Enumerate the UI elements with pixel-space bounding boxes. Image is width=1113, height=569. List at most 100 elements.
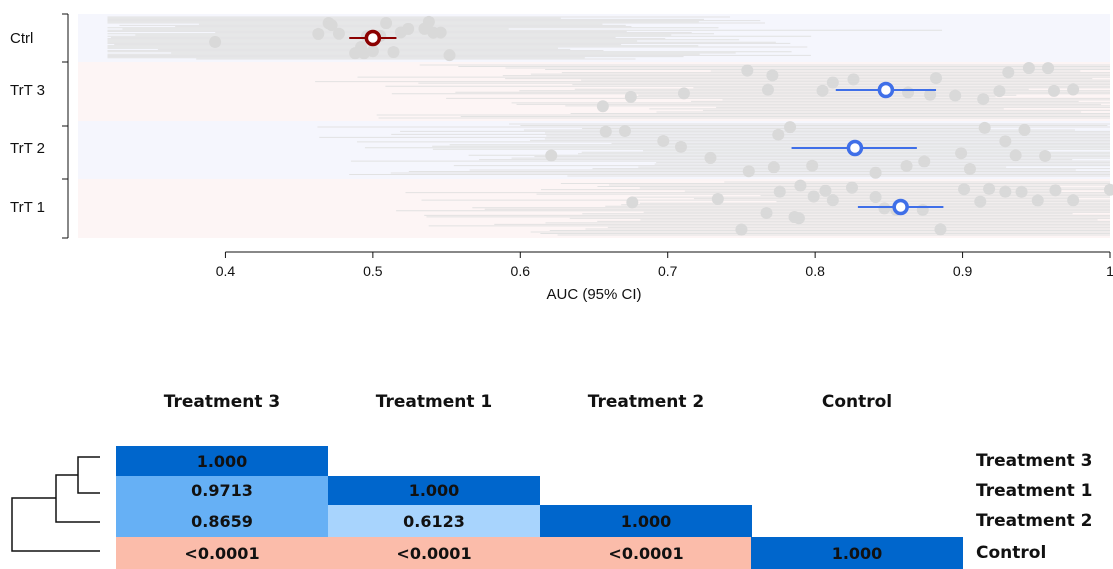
replicate-point [806, 159, 819, 172]
replicate-point [955, 147, 968, 160]
replicate-point [209, 35, 222, 48]
auc-point [846, 139, 864, 157]
replicate-point [978, 121, 991, 134]
replicate-point [626, 196, 639, 209]
replicate-point [934, 223, 947, 236]
replicate-point [1002, 66, 1015, 79]
auc-point [877, 81, 895, 99]
matrix-cell: <0.0001 [540, 537, 752, 569]
x-tick-label: 0.9 [953, 263, 973, 279]
row-header: Treatment 1 [976, 480, 1093, 501]
replicate-point [332, 27, 345, 40]
replicate-point [742, 165, 755, 178]
row-header: Control [976, 543, 1047, 563]
row-label: TrT 2 [10, 140, 45, 157]
dendrogram [11, 456, 100, 552]
row-band [78, 62, 1110, 121]
replicate-point [819, 184, 832, 197]
matrix-cell: 1.000 [540, 505, 752, 537]
replicate-point [1067, 83, 1080, 96]
x-axis-label: AUC (95% CI) [546, 286, 641, 303]
replicate-point [999, 135, 1012, 148]
replicate-point [1031, 194, 1044, 207]
row-header: Treatment 2 [976, 511, 1093, 531]
row-label: Ctrl [10, 30, 33, 47]
replicate-point [366, 45, 379, 58]
replicate-point [1022, 62, 1035, 75]
matrix-cell: <0.0001 [328, 537, 540, 569]
auc-point [364, 29, 382, 47]
replicate-point [826, 76, 839, 89]
replicate-point [924, 88, 937, 101]
replicate-point [963, 163, 976, 176]
replicate-point [807, 190, 820, 203]
replicate-point [772, 128, 785, 141]
replicate-point [918, 155, 931, 168]
replicate-point [1015, 185, 1028, 198]
matrix-cell: 1.000 [116, 446, 328, 476]
row-band [78, 121, 1110, 179]
matrix-cell: 1.000 [328, 476, 540, 505]
replicate-point [846, 181, 858, 194]
column-header: Treatment 3 [163, 392, 281, 412]
auc-forest-plot: Ctrl TrT 3 TrT 2 TrT 1 0.4 0.5 0.6 0.7 0.8 0.9 1 AU… [10, 13, 1113, 303]
replicate-point [402, 22, 415, 35]
matrix-cell: 0.8659 [116, 505, 328, 537]
replicate-point [760, 206, 773, 219]
replicate-point [312, 27, 325, 40]
x-tick-label: 0.7 [658, 263, 678, 279]
replicate-point [624, 90, 637, 103]
replicate-point [704, 151, 717, 164]
replicate-point [387, 45, 400, 58]
replicate-point [434, 26, 447, 39]
row-header: Treatment 3 [976, 451, 1093, 471]
x-tick-label: 0.4 [216, 263, 236, 279]
replicate-point [674, 140, 687, 153]
x-tick-label: 0.8 [805, 263, 825, 279]
replicate-point [930, 72, 943, 85]
replicate-point [773, 185, 786, 198]
replicate-point [443, 49, 456, 62]
column-header: Treatment 2 [587, 392, 705, 412]
replicate-point [949, 89, 962, 102]
replicate-point [422, 15, 435, 28]
replicate-point [900, 160, 913, 173]
replicate-point [380, 17, 393, 30]
replicate-point [1042, 62, 1055, 75]
matrix-cell: 1.000 [751, 537, 963, 569]
replicate-point [983, 182, 996, 195]
replicate-point [847, 73, 860, 86]
replicate-point [826, 194, 839, 207]
replicate-point [1039, 150, 1052, 163]
auc-point [892, 198, 909, 216]
column-header: Treatment 1 [375, 392, 493, 412]
row-label: TrT 3 [10, 82, 45, 99]
replicate-point [677, 87, 690, 100]
replicate-point [974, 195, 987, 208]
replicate-point [767, 161, 780, 174]
x-tick-label: 1 [1106, 263, 1113, 279]
replicate-point [999, 185, 1012, 198]
replicate-point [618, 125, 631, 138]
replicate-point [711, 193, 724, 206]
dendro-branch-t3-t1 [77, 456, 100, 494]
replicate-point [761, 83, 774, 96]
replicate-point [596, 100, 609, 113]
replicate-point [766, 69, 779, 82]
replicate-point [869, 191, 882, 204]
replicate-point [741, 64, 754, 77]
replicate-point [869, 166, 882, 179]
replicate-point [1047, 84, 1060, 97]
x-tick-label: 0.5 [363, 263, 383, 279]
replicate-point [784, 121, 797, 134]
replicate-point [977, 93, 990, 106]
replicate-point [1067, 194, 1080, 207]
replicate-point [1049, 184, 1062, 197]
replicate-point [792, 212, 805, 225]
row-label: TrT 1 [10, 199, 45, 216]
replicate-point [735, 223, 748, 236]
dendro-branch-join-ctrl [11, 497, 100, 552]
replicate-point [1009, 149, 1022, 162]
replicate-point [599, 125, 612, 138]
